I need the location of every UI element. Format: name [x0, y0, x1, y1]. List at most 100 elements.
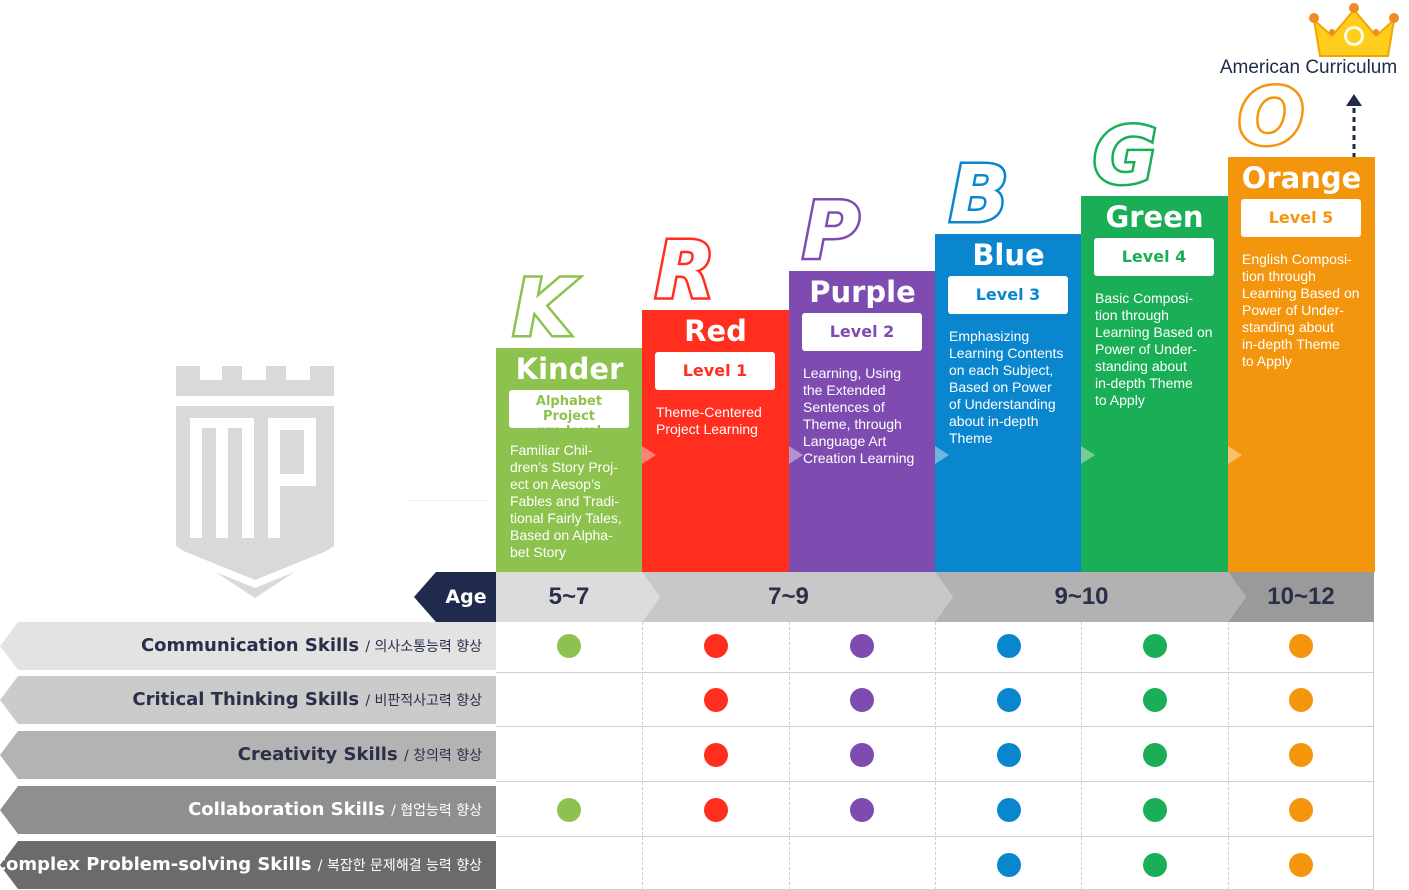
- age-label: Age: [445, 586, 487, 608]
- column-divider: [1228, 622, 1229, 890]
- crown-icon: [1306, 2, 1402, 58]
- level-description: Emphasizing Learning Contents on each Su…: [949, 328, 1064, 446]
- level-column-orange: Orange Level 5 English Composi- tion throu…: [1228, 157, 1375, 572]
- skill-dot-red: [704, 743, 728, 767]
- skill-name-ko: / 협업능력 향상: [391, 803, 482, 819]
- skill-label: Collaboration Skills / 협업능력 향상: [188, 786, 482, 834]
- skill-dot-blue: [997, 853, 1021, 877]
- column-divider: [789, 622, 790, 890]
- age-label-tag: Age: [414, 572, 496, 622]
- skill-dot-red: [704, 688, 728, 712]
- skill-dot-orange: [1289, 688, 1313, 712]
- skill-name-en: Complex Problem-solving Skills: [0, 854, 312, 875]
- level-badge: Level 2: [802, 313, 922, 351]
- skill-name-ko: / 의사소통능력 향상: [365, 639, 482, 655]
- skill-row-label-band: Complex Problem-solving Skills / 복잡한 문제해…: [0, 841, 496, 889]
- flow-arrow-icon: [1081, 446, 1095, 464]
- level-column-green: Green Level 4 Basic Composi- tion through …: [1081, 196, 1228, 572]
- skill-label: Critical Thinking Skills / 비판적사고력 향상: [132, 676, 482, 724]
- skill-dot-red: [704, 798, 728, 822]
- skill-row-label-band: Collaboration Skills / 협업능력 향상: [0, 786, 496, 834]
- flow-arrow-icon: [935, 446, 949, 464]
- level-description: Basic Composi- tion through Learning Bas…: [1095, 290, 1213, 408]
- skill-label: Creativity Skills / 창의력 향상: [238, 731, 482, 779]
- skill-label: Communication Skills / 의사소통능력 향상: [141, 622, 482, 670]
- level-column-blue: Blue Level 3 Emphasizing Learning Contents…: [935, 234, 1082, 572]
- skill-dot-kinder: [557, 634, 581, 658]
- skill-name-en: Collaboration Skills: [188, 799, 385, 820]
- level-column-red: Red Level 1 Theme-Centered Project Learnin…: [642, 310, 789, 572]
- skill-dot-purple: [850, 634, 874, 658]
- row-divider: [496, 672, 1374, 673]
- age-range-4: 10~12: [1267, 583, 1335, 610]
- level-description: Familiar Chil- dren’s Story Proj- ect on…: [510, 442, 622, 560]
- row-divider: [496, 726, 1374, 727]
- skill-name-ko: / 창의력 향상: [403, 748, 482, 764]
- skill-name-en: Creativity Skills: [237, 744, 398, 765]
- level-letter-g: G: [1090, 112, 1159, 203]
- skill-dot-blue: [997, 634, 1021, 658]
- skill-dot-green: [1143, 798, 1167, 822]
- row-divider: [496, 781, 1374, 782]
- skill-dot-blue: [997, 688, 1021, 712]
- american-curriculum-label: American Curriculum: [1219, 57, 1398, 78]
- age-range-1: 5~7: [548, 583, 590, 610]
- column-divider: [642, 622, 643, 890]
- level-name: Kinder: [515, 352, 624, 386]
- skill-dot-green: [1143, 853, 1167, 877]
- level-letter-o: O: [1235, 73, 1306, 164]
- flow-arrow-icon: [789, 446, 803, 464]
- skill-row-label-band: Critical Thinking Skills / 비판적사고력 향상: [0, 676, 496, 724]
- skill-row-label-band: Communication Skills / 의사소통능력 향상: [0, 622, 496, 670]
- flow-arrow-icon: [642, 446, 656, 464]
- skill-dot-purple: [850, 688, 874, 712]
- level-description: Learning, Using the Extended Sentences o…: [803, 365, 915, 466]
- level-letter-p: P: [800, 187, 862, 278]
- skill-dot-orange: [1289, 853, 1313, 877]
- age-range-3: 9~10: [1054, 583, 1109, 610]
- skill-dot-green: [1143, 743, 1167, 767]
- level-name: Orange: [1241, 161, 1362, 195]
- skill-label: Complex Problem-solving Skills / 복잡한 문제해…: [0, 841, 482, 889]
- level-letter-r: R: [652, 226, 717, 317]
- level-badge: Level 1: [655, 352, 775, 390]
- skill-dot-green: [1143, 688, 1167, 712]
- row-divider: [496, 836, 1374, 837]
- skill-dot-orange: [1289, 798, 1313, 822]
- flow-arrow-icon: [1228, 446, 1242, 464]
- skill-dot-blue: [997, 798, 1021, 822]
- level-name: Purple: [809, 275, 916, 309]
- level-name: Red: [684, 314, 747, 348]
- level-name: Green: [1105, 200, 1204, 234]
- skill-name-ko: / 복잡한 문제해결 능력 향상: [317, 858, 482, 874]
- level-description: English Composi- tion through Learning B…: [1242, 251, 1360, 369]
- skill-name-ko: / 비판적사고력 향상: [365, 693, 482, 709]
- mp-shield-logo: [176, 366, 334, 598]
- table-right-border: [1373, 622, 1374, 890]
- skill-row-label-band: Creativity Skills / 창의력 향상: [0, 731, 496, 779]
- age-range-2: 7~9: [768, 583, 809, 610]
- level-description: Theme-Centered Project Learning: [656, 404, 762, 437]
- skill-dot-orange: [1289, 743, 1313, 767]
- column-divider: [1081, 622, 1082, 890]
- skill-name-en: Critical Thinking Skills: [132, 689, 360, 710]
- level-letter-k: K: [510, 264, 575, 355]
- level-column-purple: Purple Level 2 Learning, Using the Extende…: [789, 271, 936, 572]
- skill-name-en: Communication Skills: [140, 635, 360, 656]
- skill-dot-purple: [850, 743, 874, 767]
- level-badge: Level 5: [1241, 199, 1361, 237]
- dashed-up-arrow-icon: [1344, 92, 1364, 158]
- level-letter-b: B: [947, 150, 1011, 241]
- level-name: Blue: [972, 238, 1045, 272]
- level-column-kinder: Kinder Alphabet Project pre level Familiar…: [496, 348, 643, 572]
- level-badge: Level 3: [948, 276, 1068, 314]
- skill-dot-red: [704, 634, 728, 658]
- skill-dot-kinder: [557, 798, 581, 822]
- logo-divider: [408, 500, 488, 501]
- skill-dot-green: [1143, 634, 1167, 658]
- skill-dot-orange: [1289, 634, 1313, 658]
- level-badge: Alphabet Project pre level: [509, 390, 629, 439]
- skill-dot-purple: [850, 798, 874, 822]
- skill-dot-blue: [997, 743, 1021, 767]
- age-bar: [496, 572, 1374, 622]
